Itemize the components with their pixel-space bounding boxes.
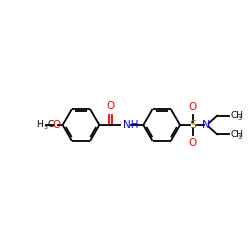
Text: C: C — [48, 120, 54, 128]
Text: 3: 3 — [237, 135, 241, 140]
Text: H: H — [36, 120, 43, 128]
Text: N: N — [202, 120, 210, 130]
Text: O: O — [52, 120, 61, 130]
Text: O: O — [106, 101, 114, 111]
Text: 3: 3 — [237, 116, 241, 121]
Text: 3: 3 — [44, 126, 48, 130]
Text: NH: NH — [123, 120, 138, 130]
Text: CH: CH — [230, 130, 243, 139]
Text: O: O — [188, 102, 197, 112]
Text: S: S — [189, 120, 196, 130]
Text: O: O — [188, 138, 197, 148]
Text: CH: CH — [230, 111, 243, 120]
